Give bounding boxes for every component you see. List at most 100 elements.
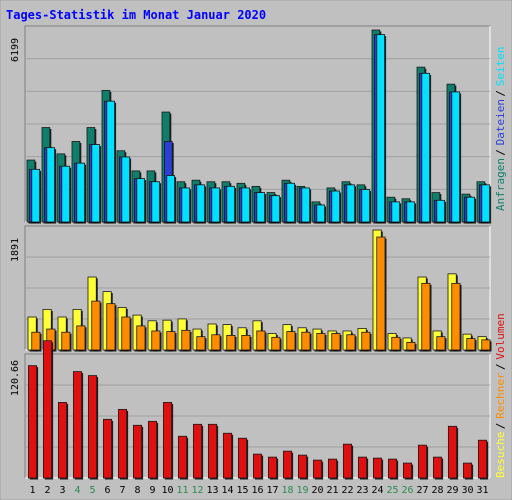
bar-rechner-10: [166, 331, 176, 351]
bar-volumen-9: [147, 420, 158, 479]
bar-seiten-1: [31, 168, 40, 223]
bar-volumen-30: [462, 462, 473, 479]
legend-rechner: Rechner: [494, 372, 507, 419]
bar-rechner-24: [376, 236, 386, 351]
bar-seiten-11: [181, 187, 191, 223]
bar-rechner-29: [451, 282, 461, 351]
chart-title: Tages-Statistik im Monat Januar 2020: [6, 8, 266, 22]
legend-separator: /: [494, 363, 507, 370]
bar-rechner-21: [331, 333, 341, 351]
bar-volumen-19: [297, 454, 308, 479]
x-tick-label-8: 8: [134, 485, 140, 496]
x-tick-label-15: 15: [236, 485, 248, 496]
legend-besuche: Besuche: [494, 432, 507, 478]
bar-seiten-5: [91, 144, 101, 223]
bar-volumen-14: [222, 432, 233, 479]
x-tick-label-16: 16: [251, 485, 263, 496]
bar-rechner-28: [436, 336, 446, 351]
bar-rechner-27: [421, 282, 431, 351]
x-tick-label-1: 1: [29, 485, 35, 496]
bar-seiten-27: [421, 72, 430, 223]
bar-seiten-10: [166, 175, 176, 223]
bar-seiten-21: [331, 190, 340, 223]
bar-volumen-6: [102, 418, 113, 479]
bar-volumen-7: [117, 408, 128, 479]
bar-rechner-3: [61, 331, 71, 351]
bar-seiten-9: [151, 181, 161, 223]
bar-rechner-19: [301, 331, 311, 351]
x-tick-label-5: 5: [89, 485, 95, 496]
bar-volumen-5: [87, 375, 98, 479]
bar-volumen-27: [417, 444, 428, 479]
x-tick-label-20: 20: [311, 485, 323, 496]
legend-dateien: Dateien: [494, 99, 507, 145]
bar-volumen-23: [357, 456, 368, 479]
x-tick-label-11: 11: [176, 485, 188, 496]
bar-volumen-25: [387, 458, 398, 479]
bar-volumen-20: [312, 459, 323, 479]
bar-volumen-13: [207, 423, 218, 479]
x-tick-label-18: 18: [281, 485, 293, 496]
x-tick-label-13: 13: [206, 485, 218, 496]
bar-seiten-2: [46, 147, 55, 223]
bar-volumen-24: [372, 457, 383, 479]
bar-seiten-28: [436, 199, 445, 223]
bar-seiten-31: [481, 184, 490, 223]
bar-seiten-22: [346, 184, 355, 223]
bar-volumen-12: [192, 423, 203, 479]
bar-volumen-17: [267, 456, 278, 479]
bar-volumen-8: [132, 424, 143, 479]
y-max-label-top: 6199: [10, 38, 21, 62]
bar-rechner-20: [316, 333, 326, 351]
bar-rechner-4: [76, 325, 86, 351]
x-tick-label-4: 4: [74, 485, 80, 496]
x-tick-label-9: 9: [149, 485, 155, 496]
legend-separator: /: [494, 423, 507, 430]
bar-seiten-12: [196, 184, 206, 223]
bar-volumen-16: [252, 453, 263, 479]
y-max-label-bottom: 120.66: [10, 360, 21, 396]
bar-rechner-30: [466, 338, 476, 351]
bar-rechner-9: [151, 330, 161, 351]
bar-seiten-15: [241, 187, 251, 223]
bar-rechner-16: [256, 330, 266, 351]
x-tick-label-7: 7: [119, 485, 125, 496]
bar-volumen-18: [282, 450, 293, 479]
bar-rechner-18: [286, 331, 296, 351]
bar-seiten-23: [361, 189, 370, 223]
bar-seiten-19: [301, 187, 310, 223]
bar-rechner-23: [361, 331, 371, 351]
bar-rechner-8: [136, 325, 146, 351]
bar-volumen-29: [447, 425, 458, 479]
x-tick-label-23: 23: [356, 485, 368, 496]
x-tick-label-14: 14: [221, 485, 233, 496]
bar-rechner-26: [406, 341, 416, 351]
legend-anfragen: Anfragen: [494, 158, 507, 211]
bar-rechner-11: [181, 329, 191, 351]
bar-rechner-1: [31, 331, 41, 351]
bar-seiten-14: [226, 185, 236, 223]
legend-separator: /: [494, 90, 507, 97]
bar-seiten-4: [76, 162, 86, 223]
bar-seiten-20: [316, 204, 325, 223]
x-tick-label-28: 28: [431, 485, 443, 496]
bar-seiten-26: [406, 201, 415, 223]
x-tick-label-30: 30: [461, 485, 473, 496]
bar-volumen-26: [402, 462, 413, 479]
bar-volumen-28: [432, 456, 443, 479]
bar-seiten-3: [61, 165, 70, 223]
bar-rechner-14: [226, 335, 236, 351]
legend-volumen: Volumen: [494, 313, 507, 359]
x-tick-label-21: 21: [326, 485, 338, 496]
bar-seiten-8: [136, 178, 146, 223]
bar-seiten-17: [271, 195, 280, 223]
bar-volumen-11: [177, 435, 188, 479]
legend-separator: /: [494, 149, 507, 156]
x-tick-label-3: 3: [59, 485, 65, 496]
bar-seiten-24: [376, 34, 385, 223]
bar-rechner-22: [346, 334, 356, 351]
bar-volumen-4: [72, 371, 83, 479]
bar-seiten-7: [121, 156, 131, 223]
